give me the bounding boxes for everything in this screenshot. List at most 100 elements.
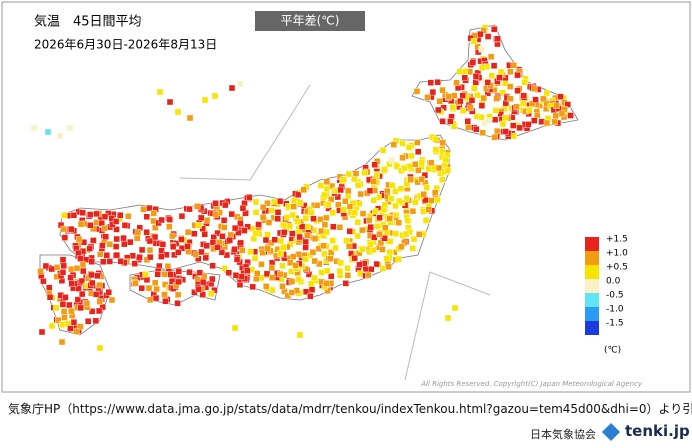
station-marker: [385, 263, 392, 270]
station-marker: [418, 159, 425, 166]
station-marker: [197, 214, 205, 222]
station-marker: [346, 203, 354, 210]
station-marker: [154, 271, 161, 278]
station-marker: [73, 265, 81, 272]
station-marker: [62, 294, 69, 301]
station-marker: [457, 97, 464, 105]
station-marker: [93, 219, 100, 226]
legend-label: +0.5: [606, 263, 628, 273]
station-marker: [444, 314, 452, 322]
station-marker: [487, 53, 495, 61]
station-marker: [368, 266, 375, 273]
station-marker: [93, 210, 100, 218]
station-marker: [88, 258, 95, 265]
station-marker: [389, 182, 396, 189]
station-marker: [370, 197, 377, 204]
station-marker: [370, 178, 377, 185]
station-marker: [402, 230, 410, 238]
station-marker: [52, 304, 60, 312]
station-marker: [390, 141, 397, 148]
station-marker: [191, 230, 198, 237]
station-marker: [296, 199, 304, 207]
station-marker: [367, 241, 374, 248]
station-marker: [406, 162, 414, 170]
station-marker: [442, 156, 449, 164]
station-marker: [195, 222, 203, 229]
station-marker: [373, 260, 380, 268]
station-marker: [279, 283, 286, 290]
station-marker: [323, 228, 330, 236]
station-marker: [467, 104, 474, 112]
station-marker: [453, 79, 460, 87]
station-marker: [436, 98, 443, 105]
station-marker: [351, 175, 358, 183]
station-marker: [399, 154, 406, 161]
station-marker: [450, 123, 458, 130]
station-marker: [68, 280, 75, 287]
station-marker: [112, 218, 120, 225]
station-marker: [243, 267, 251, 274]
station-marker: [209, 262, 216, 269]
station-marker: [60, 262, 67, 270]
station-marker: [490, 62, 498, 70]
station-marker: [409, 245, 416, 252]
station-marker: [125, 213, 132, 220]
station-marker: [478, 64, 486, 71]
station-marker: [288, 278, 296, 285]
station-marker: [354, 181, 362, 189]
station-marker: [520, 92, 528, 100]
station-marker: [461, 74, 468, 82]
station-marker: [253, 275, 260, 282]
station-marker: [277, 250, 284, 257]
station-marker: [280, 222, 288, 229]
station-marker: [152, 294, 160, 302]
station-marker: [252, 198, 260, 206]
station-marker: [337, 186, 344, 194]
station-marker: [439, 176, 446, 183]
station-marker: [439, 118, 446, 125]
station-marker: [516, 124, 523, 132]
station-marker: [427, 159, 435, 166]
station-marker: [340, 176, 348, 183]
station-marker: [412, 160, 419, 168]
station-marker: [342, 198, 349, 205]
station-marker: [46, 294, 54, 301]
station-marker: [214, 229, 221, 237]
station-marker: [478, 46, 485, 53]
logo-icon: [601, 422, 621, 442]
brand[interactable]: tenki.jp: [625, 422, 690, 440]
station-marker: [387, 195, 395, 202]
station-marker: [529, 100, 536, 107]
station-marker: [332, 244, 339, 252]
station-marker: [117, 211, 124, 219]
legend-label: +1.5: [606, 235, 628, 245]
station-marker: [567, 112, 574, 119]
station-marker: [474, 92, 481, 99]
station-marker: [434, 196, 441, 204]
station-marker: [108, 296, 116, 304]
station-marker: [552, 112, 560, 120]
station-marker: [258, 261, 265, 268]
station-marker: [198, 248, 205, 256]
station-marker: [84, 318, 92, 325]
station-marker: [150, 210, 158, 217]
station-marker: [497, 68, 505, 76]
station-marker: [245, 194, 253, 201]
station-marker: [231, 224, 239, 232]
station-marker: [429, 88, 437, 96]
station-marker: [318, 269, 325, 276]
station-marker: [388, 157, 395, 164]
station-marker: [67, 225, 75, 233]
station-marker: [370, 246, 377, 254]
station-marker: [67, 274, 74, 281]
station-marker: [336, 267, 344, 275]
station-marker: [381, 166, 388, 173]
station-marker: [321, 191, 328, 199]
station-marker: [543, 119, 551, 127]
station-marker: [46, 284, 53, 291]
badge: [255, 11, 365, 31]
station-marker: [96, 298, 103, 305]
station-marker: [252, 209, 260, 216]
station-marker: [538, 118, 545, 125]
station-marker: [346, 228, 353, 235]
